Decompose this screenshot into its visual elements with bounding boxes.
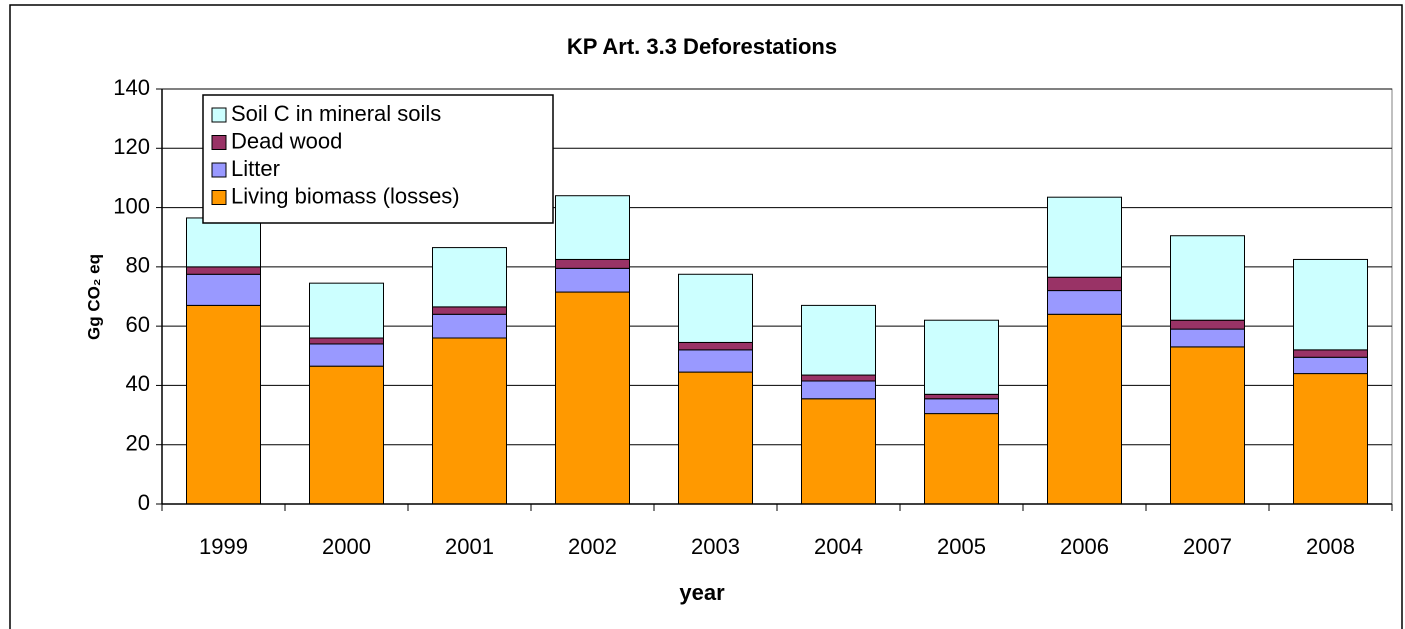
bar-segment (1293, 349, 1368, 358)
y-axis-label: Gg CO₂ eq (84, 254, 103, 340)
bar-segment (309, 365, 384, 505)
bar-segment (924, 398, 999, 415)
legend-swatch (211, 162, 227, 178)
bar-segment (678, 349, 753, 373)
x-tick-label: 2008 (1306, 534, 1355, 559)
bar-segment (555, 267, 630, 293)
bar-segment (924, 319, 999, 395)
bar-segment (309, 337, 384, 345)
bar-segment (555, 195, 630, 260)
legend-swatch (211, 107, 227, 123)
x-tick-label: 2000 (322, 534, 371, 559)
x-tick-label: 2002 (568, 534, 617, 559)
bar-segment (186, 273, 261, 306)
legend-swatch (211, 135, 227, 150)
legend-label: Soil C in mineral soils (231, 101, 441, 126)
x-tick-label: 2005 (937, 534, 986, 559)
x-tick-label: 2006 (1060, 534, 1109, 559)
bar-segment (1293, 373, 1368, 505)
bar-segment (801, 374, 876, 382)
chart-title: KP Art. 3.3 Deforestations (567, 34, 837, 59)
y-tick-label: 120 (113, 134, 150, 159)
bar-segment (186, 304, 261, 505)
bar-segment (186, 217, 261, 268)
bar-segment (924, 393, 999, 400)
y-tick-label: 40 (126, 371, 150, 396)
bar-segment (801, 304, 876, 376)
bar-segment (309, 282, 384, 339)
bar-segment (801, 380, 876, 400)
y-tick-label: 0 (138, 490, 150, 515)
bar-segment (1047, 276, 1122, 292)
bar-segment (432, 306, 507, 315)
bar-segment (1170, 328, 1245, 348)
bar-segment (678, 273, 753, 343)
y-tick-label: 60 (126, 312, 150, 337)
bar-segment (924, 413, 999, 505)
y-tick-label: 100 (113, 193, 150, 218)
bar-segment (555, 258, 630, 269)
legend-label: Litter (231, 156, 280, 181)
y-tick-label: 20 (126, 431, 150, 456)
x-tick-label: 1999 (199, 534, 248, 559)
y-tick-label: 140 (113, 75, 150, 100)
x-tick-label: 2007 (1183, 534, 1232, 559)
legend-label: Dead wood (231, 128, 342, 153)
bar-segment (1047, 196, 1122, 278)
x-tick-label: 2001 (445, 534, 494, 559)
bar-segment (432, 313, 507, 339)
bar-segment (1293, 356, 1368, 375)
bar-segment (555, 291, 630, 505)
y-tick-label: 80 (126, 253, 150, 278)
bar-segment (432, 247, 507, 308)
legend-swatch (211, 190, 227, 205)
legend-label: Living biomass (losses) (231, 183, 460, 208)
x-tick-label: 2003 (691, 534, 740, 559)
bar-segment (678, 371, 753, 505)
bar-segment (1170, 235, 1245, 321)
bar-segment (1170, 346, 1245, 505)
bar-segment (678, 341, 753, 351)
bar-segment (1047, 313, 1122, 505)
bar-segment (186, 266, 261, 275)
bar-segment (309, 343, 384, 367)
x-tick-label: 2004 (814, 534, 863, 559)
bar-segment (432, 337, 507, 505)
bar-segment (1170, 319, 1245, 330)
bar-segment (1047, 290, 1122, 315)
bar-segment (1293, 258, 1368, 351)
x-axis-label: year (679, 580, 725, 605)
bar-segment (801, 398, 876, 505)
legend-box (202, 94, 554, 224)
